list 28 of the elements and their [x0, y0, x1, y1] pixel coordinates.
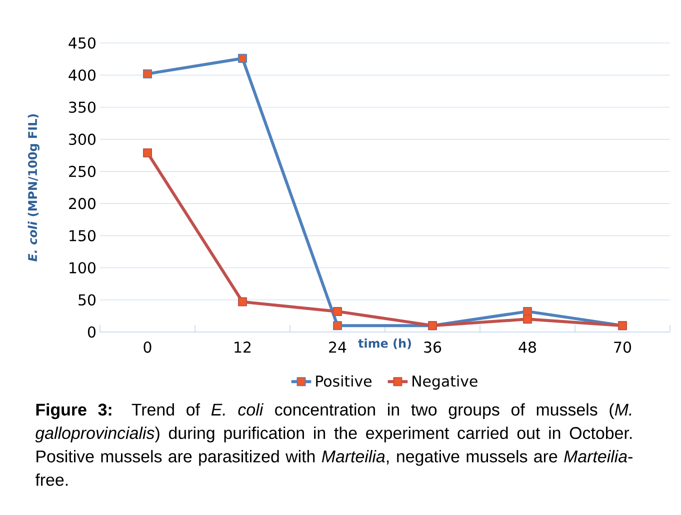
x-tick-label: 24	[329, 342, 346, 353]
y-tick-label: 300	[69, 134, 96, 145]
y-axis-title: E. coli (MPN/100g FIL)	[28, 114, 40, 262]
point	[523, 314, 532, 324]
y-tick-label: 0	[88, 326, 96, 338]
x-tick-label: 0	[144, 342, 152, 353]
x-tick-label: 70	[614, 342, 632, 353]
point	[238, 297, 247, 306]
legend-label: Negative	[412, 375, 478, 390]
text: Figure 3: Trend of E. coli concentration in two groups of mussels (M. galloprovincialis) during purification in the experiment carried out in October. Positive mussels are parasitized with Marteilia, negative mussels are Marteilia-free.	[35, 403, 632, 486]
y-tick-label: 200	[69, 198, 96, 210]
x-axis-title: time (h)	[358, 338, 411, 350]
x-tick-label: 12	[234, 342, 251, 353]
point	[238, 54, 247, 63]
point	[143, 148, 152, 158]
point	[333, 321, 342, 330]
y-tick-label: 350	[69, 102, 96, 113]
x-tick-label: 36	[424, 342, 442, 353]
x-tick-label: 48	[518, 342, 536, 353]
y-tick-label: 400	[68, 69, 96, 81]
legend-label: Positive	[316, 375, 372, 387]
point	[143, 69, 152, 78]
y-tick-label: 100	[70, 262, 96, 274]
point	[333, 306, 342, 316]
y-tick-label: 450	[68, 37, 96, 49]
y-tick-label: 150	[70, 230, 96, 242]
y-tick-label: 50	[78, 294, 96, 306]
y-tick-label: 250	[69, 166, 96, 178]
